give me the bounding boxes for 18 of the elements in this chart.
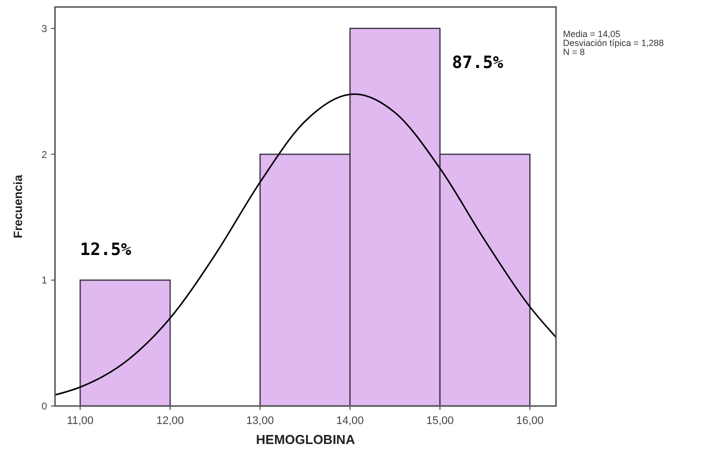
x-tick-label: 15,00 [426,415,454,427]
line-series [55,93,556,396]
annotation: 12.5% [80,240,132,260]
y-tick-label: 1 [41,276,48,287]
y-tick-label: 0 [41,402,48,412]
x-tick-label: 11,00 [66,415,94,427]
x-tick-label: 13,00 [246,415,274,427]
y-tick-label: 2 [41,150,48,161]
text: Desviación típica = 1,288 [563,38,664,48]
annotation: 87.5% [452,53,504,73]
y-axis-title: Frecuencia [11,174,25,238]
x-tick-label: 12,00 [156,415,184,427]
x-axis-title: HEMOGLOBINA [256,432,356,447]
x-tick-label: 16,00 [516,415,544,427]
text: N = 8 [563,47,585,57]
text: Media = 14,05 [563,29,620,39]
y-tick-label: 3 [41,24,48,35]
x-tick-label: 14,00 [336,415,364,427]
